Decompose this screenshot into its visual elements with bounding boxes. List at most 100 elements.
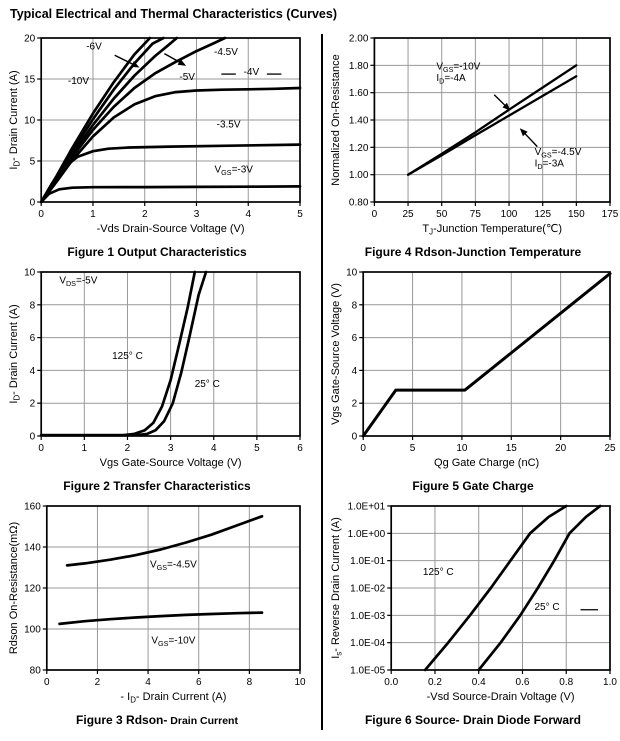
svg-text:2: 2: [142, 209, 148, 220]
left-column: 0 1 2 3 4 5 0 5 10 15 20 -Vds Drain-Source Voltage …: [0, 30, 312, 732]
svg-text:25° C: 25° C: [535, 602, 560, 613]
svg-text:VGS=-4.5V: VGS=-4.5V: [150, 560, 197, 573]
caption-text: Drain Current: [167, 715, 238, 727]
svg-text:-Vsd Source-Drain Voltage (V): -Vsd Source-Drain Voltage (V): [427, 691, 575, 703]
svg-text:10: 10: [294, 677, 306, 688]
svg-text:20: 20: [555, 443, 567, 454]
figure-4-caption: Figure 4 Rdson-Junction Temperature: [328, 245, 618, 259]
caption-text: Figure 4 Rdson-Junction Temperature: [364, 245, 582, 259]
svg-text:25: 25: [402, 209, 414, 220]
svg-text:50: 50: [436, 209, 448, 220]
figure-1-chart: 0 1 2 3 4 5 0 5 10 15 20 -Vds Drain-Source Voltage …: [8, 34, 303, 236]
svg-text:0: 0: [44, 677, 50, 688]
svg-text:6: 6: [297, 443, 303, 454]
figure-5-chart: 0 5 10 15 20 25 0 2 4 6 8 10 Qg Gate Charge (nC) Vgs …: [330, 268, 616, 470]
svg-text:10: 10: [456, 443, 468, 454]
svg-text:125° C: 125° C: [112, 351, 143, 362]
svg-text:VGS=-10V: VGS=-10V: [151, 635, 195, 648]
svg-text:2: 2: [30, 399, 36, 410]
svg-text:20: 20: [24, 34, 36, 45]
svg-text:4: 4: [30, 366, 36, 377]
svg-text:75: 75: [470, 209, 482, 220]
svg-text:0: 0: [38, 443, 44, 454]
svg-text:1.20: 1.20: [349, 143, 369, 154]
svg-text:-4V: -4V: [244, 67, 260, 78]
svg-text:0.8: 0.8: [559, 677, 573, 688]
svg-text:0: 0: [352, 432, 358, 443]
svg-text:1.0E-03: 1.0E-03: [350, 611, 385, 622]
svg-text:4: 4: [245, 209, 251, 220]
figure-6-chart: 0.0 0.2 0.4 0.6 0.8 1.0 1.0E+01 1.0E+00 1.0E-01 1…: [330, 502, 617, 704]
svg-text:3: 3: [194, 209, 200, 220]
svg-text:1: 1: [82, 443, 88, 454]
svg-text:15: 15: [24, 75, 36, 86]
svg-text:0.80: 0.80: [349, 198, 369, 209]
svg-text:25° C: 25° C: [195, 379, 220, 390]
svg-text:- ID- Drain Current (A): - ID- Drain Current (A): [120, 691, 226, 705]
svg-text:6: 6: [196, 677, 202, 688]
svg-text:0: 0: [30, 198, 36, 209]
svg-text:0: 0: [372, 209, 378, 220]
svg-text:-10V: -10V: [68, 76, 89, 87]
svg-text:10: 10: [24, 116, 36, 127]
svg-text:10: 10: [24, 268, 36, 279]
svg-text:1.0E+00: 1.0E+00: [348, 529, 386, 540]
svg-text:ID- Drain Current (A): ID- Drain Current (A): [8, 304, 22, 403]
svg-text:ID- Drain Current (A): ID- Drain Current (A): [8, 70, 22, 169]
svg-text:4: 4: [145, 677, 151, 688]
svg-text:Vgs Gate-Source Voltage (V): Vgs Gate-Source Voltage (V): [330, 283, 342, 425]
svg-text:4: 4: [211, 443, 217, 454]
figure-6: 0.0 0.2 0.4 0.6 0.8 1.0 1.0E+01 1.0E+00 1.0E-01 1…: [328, 498, 618, 728]
svg-text:1.00: 1.00: [349, 170, 369, 181]
svg-text:5: 5: [297, 209, 303, 220]
figure-6-caption: Figure 6 Source- Drain Diode Forward: [328, 713, 618, 727]
svg-text:1.0E-01: 1.0E-01: [350, 556, 385, 567]
figure-1-caption: Figure 1 Output Characteristics: [6, 245, 308, 259]
caption-text: Figure 1 Output Characteristics: [67, 245, 247, 259]
figure-3-caption: Figure 3 Rdson- Drain Current: [6, 713, 308, 727]
figures-grid: 0 1 2 3 4 5 0 5 10 15 20 -Vds Drain-Source Voltage …: [0, 30, 620, 732]
figure-2-chart: 0 1 2 3 4 5 6 0 2 4 6 8 10 Vgs Gate-Source Voltage (V…: [8, 268, 303, 470]
svg-text:6: 6: [30, 333, 36, 344]
right-column: 0 25 50 75 100 125 150 175 0.80 1.00 1.20 1.40 1.60 1…: [312, 30, 620, 732]
svg-text:0: 0: [30, 432, 36, 443]
figure-4-chart: 0 25 50 75 100 125 150 175 0.80 1.00 1.20 1.40 1.60 1…: [330, 34, 619, 237]
svg-text:10: 10: [346, 268, 358, 279]
svg-text:1.0E+01: 1.0E+01: [348, 502, 386, 513]
svg-text:TJ-Junction Temperature(℃): TJ-Junction Temperature(℃): [422, 223, 562, 237]
figure-1: 0 1 2 3 4 5 0 5 10 15 20 -Vds Drain-Source Voltage …: [6, 30, 308, 260]
svg-text:1.60: 1.60: [349, 88, 369, 99]
svg-text:0.0: 0.0: [384, 677, 398, 688]
svg-text:15: 15: [506, 443, 518, 454]
column-divider: [321, 34, 323, 730]
svg-text:2: 2: [125, 443, 131, 454]
svg-text:1: 1: [90, 209, 96, 220]
svg-text:8: 8: [30, 300, 36, 311]
svg-text:160: 160: [24, 502, 41, 513]
figure-2: 0 1 2 3 4 5 6 0 2 4 6 8 10 Vgs Gate-Source Voltage (V…: [6, 264, 308, 494]
svg-text:1.40: 1.40: [349, 116, 369, 127]
svg-text:2: 2: [352, 399, 358, 410]
caption-text: Figure 6 Source- Drain Diode Forward: [364, 713, 582, 727]
svg-text:100: 100: [501, 209, 518, 220]
caption-text: Figure 2 Transfer Characteristics: [63, 479, 251, 493]
svg-text:2: 2: [95, 677, 101, 688]
svg-text:-4.5V: -4.5V: [214, 47, 238, 58]
svg-text:100: 100: [24, 625, 41, 636]
svg-text:1.0E-02: 1.0E-02: [350, 584, 385, 595]
svg-text:8: 8: [247, 677, 253, 688]
svg-text:Is- Reverse Drain Current (A): Is- Reverse Drain Current (A): [330, 517, 344, 659]
svg-text:-Vds Drain-Source Voltage (V): -Vds Drain-Source Voltage (V): [97, 223, 245, 235]
figure-4: 0 25 50 75 100 125 150 175 0.80 1.00 1.20 1.40 1.60 1…: [328, 30, 619, 260]
svg-text:ID=-3A: ID=-3A: [535, 158, 565, 171]
svg-text:3: 3: [168, 443, 174, 454]
svg-text:175: 175: [602, 209, 618, 220]
svg-text:1.0E-05: 1.0E-05: [350, 666, 385, 677]
svg-text:0.2: 0.2: [428, 677, 442, 688]
figure-3: 0 2 4 6 8 10 80 100 120 140 160 - ID- Drain Current…: [6, 498, 308, 728]
svg-text:Normalized On-Resistance: Normalized On-Resistance: [330, 54, 342, 185]
svg-text:VGS=-10V: VGS=-10V: [436, 61, 480, 74]
svg-text:6: 6: [352, 333, 358, 344]
figure-2-caption: Figure 2 Transfer Characteristics: [6, 479, 308, 493]
